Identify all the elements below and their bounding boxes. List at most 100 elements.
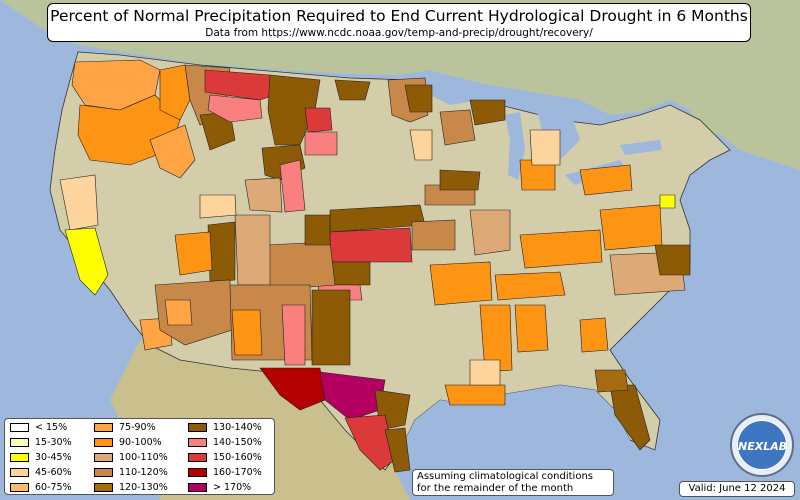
region-ks-red — [329, 227, 413, 263]
region-az-orange — [164, 299, 193, 326]
legend-item: 30-45% — [10, 451, 72, 464]
region-idaho — [159, 64, 191, 121]
region-tx-brown-2 — [384, 427, 411, 473]
legend-label: 160-170% — [213, 467, 262, 478]
region-nv-tan — [199, 194, 237, 219]
legend-swatch — [188, 438, 207, 447]
region-tn-orange — [494, 271, 566, 301]
region-montana-pink — [207, 94, 263, 123]
legend-item: 140-150% — [188, 436, 262, 449]
legend-label: < 15% — [35, 422, 68, 433]
legend-item: 150-160% — [188, 451, 262, 464]
legend-item: 100-110% — [94, 451, 168, 464]
legend-label: 30-45% — [35, 452, 72, 463]
region-wy-tan — [244, 177, 283, 213]
legend-label: 60-75% — [35, 482, 72, 493]
region-sd-pink — [304, 131, 338, 156]
region-tx-panhandle — [311, 289, 351, 366]
region-wi — [409, 129, 433, 161]
legend-swatch — [94, 438, 113, 447]
legend-label: 15-30% — [35, 437, 72, 448]
legend-item: 120-130% — [94, 481, 168, 494]
legend-label: 45-60% — [35, 467, 72, 478]
region-nc-brown — [654, 244, 691, 276]
drought-regions — [59, 59, 691, 473]
region-nd-brown-2 — [334, 79, 371, 101]
region-ks-tan — [411, 219, 456, 251]
region-va-orange — [599, 204, 663, 251]
region-ok-brown — [329, 261, 371, 286]
region-tx-magenta — [319, 371, 386, 421]
region-co-brown-2 — [304, 214, 331, 246]
legend-label: 100-110% — [119, 452, 168, 463]
legend-item: > 170% — [188, 481, 251, 494]
legend-label: 140-150% — [213, 437, 262, 448]
legend-label: 120-130% — [119, 482, 168, 493]
nexlab-logo: NEXLAB — [730, 413, 794, 477]
legend-label: 110-120% — [119, 467, 168, 478]
lake-superior — [420, 80, 500, 105]
legend-label: 90-100% — [119, 437, 162, 448]
region-ar-orange — [429, 261, 493, 306]
legend-swatch — [188, 483, 207, 492]
legend-item: 130-140% — [188, 421, 262, 434]
legend-item: 45-60% — [10, 466, 72, 479]
legend-swatch — [94, 453, 113, 462]
legend-swatch — [10, 423, 29, 432]
region-md-yellow — [659, 194, 676, 209]
lake-ontario — [620, 140, 662, 155]
map-subtitle: Data from https://www.ncdc.noaa.gov/temp… — [205, 27, 593, 39]
legend-swatch — [10, 438, 29, 447]
legend-item: < 15% — [10, 421, 67, 434]
region-montana-red — [204, 69, 276, 101]
legend-swatch — [188, 423, 207, 432]
region-ga-orange — [579, 317, 609, 353]
legend-item: 15-30% — [10, 436, 72, 449]
legend-item: 60-75% — [10, 481, 72, 494]
region-nm-orange — [231, 309, 263, 356]
region-tx-red — [344, 414, 396, 471]
legend-swatch — [94, 468, 113, 477]
logo-text: NEXLAB — [738, 440, 788, 453]
legend-label: > 170% — [213, 482, 252, 493]
region-wy-pink — [279, 159, 306, 213]
legend: < 15% 15-30% 30-45% 45-60% 60-75% 75-90% 90-10… — [4, 418, 275, 495]
legend-swatch — [188, 468, 207, 477]
region-nv-orange — [174, 231, 213, 276]
legend-label: 150-160% — [213, 452, 262, 463]
legend-item: 160-170% — [188, 466, 262, 479]
region-ut-brown — [207, 221, 236, 283]
region-ky-orange — [519, 229, 603, 269]
region-ms-orange — [479, 304, 513, 373]
map-title: Percent of Normal Precipitation Required… — [50, 7, 748, 25]
legend-label: 75-90% — [119, 422, 156, 433]
assumption-note: Assuming climatological conditions for t… — [412, 469, 614, 496]
region-oh-orange — [579, 164, 633, 196]
assumption-note-line1: Assuming climatological conditions — [417, 471, 593, 482]
region-tx-darkred — [259, 367, 326, 411]
region-ut-tan — [234, 214, 271, 286]
legend-swatch — [10, 453, 29, 462]
region-al-orange — [514, 304, 549, 353]
assumption-note-line2: for the remainder of the month — [417, 483, 574, 494]
legend-swatch — [10, 483, 29, 492]
legend-item: 90-100% — [94, 436, 162, 449]
legend-item: 75-90% — [94, 421, 156, 434]
region-mi-up-2 — [469, 99, 506, 126]
gulf-of-mexico — [400, 385, 630, 480]
region-idaho-2 — [149, 124, 196, 179]
logo-globe: NEXLAB — [737, 420, 787, 470]
legend-label: 130-140% — [213, 422, 262, 433]
canada-landmass — [0, 0, 800, 170]
legend-item: 110-120% — [94, 466, 168, 479]
region-az-brown — [154, 279, 233, 346]
region-il — [469, 209, 511, 256]
region-fl-brown — [609, 384, 651, 451]
region-la-orange — [444, 384, 506, 406]
region-ia-2 — [439, 169, 481, 191]
legend-swatch — [94, 483, 113, 492]
legend-swatch — [94, 423, 113, 432]
region-ca-lightorange — [59, 174, 99, 231]
legend-swatch — [188, 453, 207, 462]
